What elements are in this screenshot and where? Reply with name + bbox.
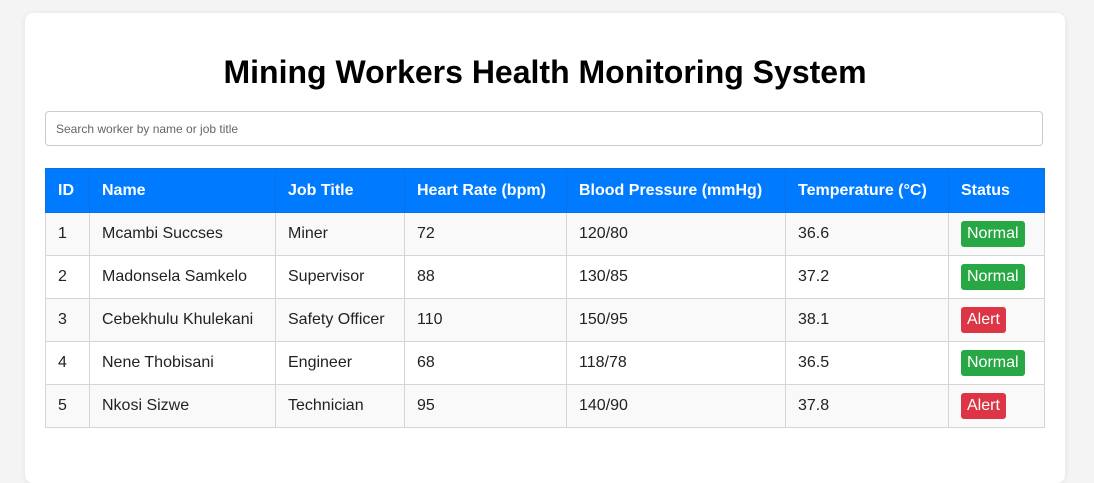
table-row: 1 Mcambi Succses Miner 72 120/80 36.6 No…	[45, 212, 1045, 256]
cell-blood-pressure: 150/95	[566, 298, 786, 342]
cell-job-title: Engineer	[275, 341, 405, 385]
cell-heart-rate: 110	[404, 298, 567, 342]
cell-name: Madonsela Samkelo	[89, 255, 276, 299]
cell-status: Normal	[948, 255, 1045, 299]
header-name[interactable]: Name	[89, 168, 276, 213]
page-title: Mining Workers Health Monitoring System	[223, 54, 867, 90]
cell-name: Nene Thobisani	[89, 341, 276, 385]
cell-status: Alert	[948, 298, 1045, 342]
cell-name: Mcambi Succses	[89, 212, 276, 256]
table-row: 3 Cebekhulu Khulekani Safety Officer 110…	[45, 298, 1045, 342]
cell-job-title: Safety Officer	[275, 298, 405, 342]
cell-heart-rate: 95	[404, 384, 567, 428]
table-row: 2 Madonsela Samkelo Supervisor 88 130/85…	[45, 255, 1045, 299]
cell-job-title: Miner	[275, 212, 405, 256]
cell-blood-pressure: 140/90	[566, 384, 786, 428]
table-row: 4 Nene Thobisani Engineer 68 118/78 36.5…	[45, 341, 1045, 385]
cell-blood-pressure: 130/85	[566, 255, 786, 299]
cell-blood-pressure: 120/80	[566, 212, 786, 256]
cell-job-title: Technician	[275, 384, 405, 428]
cell-heart-rate: 88	[404, 255, 567, 299]
workers-table: ID Name Job Title Heart Rate (bpm) Blood…	[45, 168, 1045, 428]
cell-heart-rate: 68	[404, 341, 567, 385]
status-badge: Normal	[961, 264, 1025, 290]
header-id[interactable]: ID	[45, 168, 90, 213]
cell-id: 2	[45, 255, 90, 299]
status-badge: Normal	[961, 350, 1025, 376]
status-badge: Alert	[961, 393, 1006, 419]
header-heart-rate[interactable]: Heart Rate (bpm)	[404, 168, 567, 213]
cell-id: 3	[45, 298, 90, 342]
status-badge: Alert	[961, 307, 1006, 333]
cell-blood-pressure: 118/78	[566, 341, 786, 385]
table-row: 5 Nkosi Sizwe Technician 95 140/90 37.8 …	[45, 384, 1045, 428]
header-job-title[interactable]: Job Title	[275, 168, 405, 213]
cell-id: 1	[45, 212, 90, 256]
search-input[interactable]	[45, 111, 1043, 146]
cell-job-title: Supervisor	[275, 255, 405, 299]
cell-temperature: 36.6	[785, 212, 949, 256]
cell-status: Normal	[948, 341, 1045, 385]
cell-temperature: 37.2	[785, 255, 949, 299]
cell-id: 5	[45, 384, 90, 428]
table-header-row: ID Name Job Title Heart Rate (bpm) Blood…	[45, 168, 1045, 213]
cell-status: Normal	[948, 212, 1045, 256]
cell-temperature: 36.5	[785, 341, 949, 385]
cell-temperature: 37.8	[785, 384, 949, 428]
cell-name: Nkosi Sizwe	[89, 384, 276, 428]
cell-id: 4	[45, 341, 90, 385]
cell-name: Cebekhulu Khulekani	[89, 298, 276, 342]
cell-status: Alert	[948, 384, 1045, 428]
status-badge: Normal	[961, 221, 1025, 247]
cell-heart-rate: 72	[404, 212, 567, 256]
header-status[interactable]: Status	[948, 168, 1045, 213]
cell-temperature: 38.1	[785, 298, 949, 342]
header-temperature[interactable]: Temperature (°C)	[785, 168, 949, 213]
main-card: Mining Workers Health Monitoring System …	[25, 13, 1065, 483]
header-blood-pressure[interactable]: Blood Pressure (mmHg)	[566, 168, 786, 213]
